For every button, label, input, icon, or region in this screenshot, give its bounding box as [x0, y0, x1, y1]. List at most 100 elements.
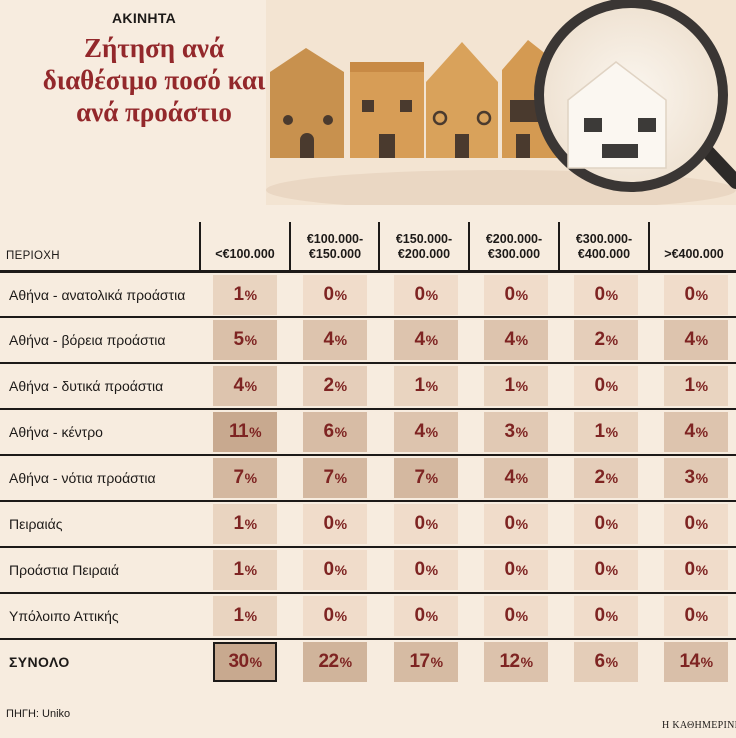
- cell-unit: %: [244, 562, 257, 578]
- house-1: [270, 48, 344, 158]
- cell-unit: %: [425, 516, 438, 532]
- cell-value: 3: [684, 467, 695, 488]
- cell-value: 5: [233, 329, 244, 350]
- cell-value: 7: [323, 467, 334, 488]
- cell-value: 4: [414, 421, 425, 442]
- cell-unit: %: [605, 608, 618, 624]
- heatmap-cell: 4%: [303, 320, 367, 360]
- heatmap-cell: 1%: [484, 366, 548, 406]
- heatmap-cell: 0%: [484, 504, 548, 544]
- table-row: Αθήνα - ανατολικά προάστια 1% 0% 0% 0% 0% 0%: [0, 270, 736, 316]
- kicker: ΑΚΙΝΗΤΑ: [112, 10, 177, 26]
- heatmap-cell: 0%: [303, 504, 367, 544]
- cell-value: 6: [594, 651, 605, 672]
- cell-unit: %: [244, 378, 257, 394]
- table-row: Υπόλοιπο Αττικής 1% 0% 0% 0% 0% 0%: [0, 592, 736, 638]
- cell-value: 1: [233, 605, 244, 626]
- cell-value: 0: [594, 559, 605, 580]
- cell-value: 0: [414, 605, 425, 626]
- table-row: Αθήνα - νότια προάστια 7% 7% 7% 4% 2% 3%: [0, 454, 736, 500]
- cell-unit: %: [430, 654, 443, 670]
- heatmap-cell: 0%: [574, 596, 638, 636]
- table-row: Αθήνα - δυτικά προάστια 4% 2% 1% 1% 0% 1%: [0, 362, 736, 408]
- cell-value: 0: [684, 605, 695, 626]
- cell-unit: %: [334, 470, 347, 486]
- row-label: Υπόλοιπο Αττικής: [9, 608, 119, 624]
- house-3: [426, 42, 498, 158]
- divider: [378, 222, 380, 270]
- cell-unit: %: [334, 332, 347, 348]
- heatmap-cell: 3%: [664, 458, 728, 498]
- table-body: Αθήνα - ανατολικά προάστια 1% 0% 0% 0% 0% 0% Αθ…: [0, 270, 736, 684]
- table-row: Αθήνα - κέντρο 11% 6% 4% 3% 1% 4%: [0, 408, 736, 454]
- heatmap-cell: 0%: [664, 550, 728, 590]
- heatmap-cell: 0%: [303, 550, 367, 590]
- heatmap-cell: 0%: [664, 504, 728, 544]
- cell-unit: %: [425, 470, 438, 486]
- heatmap-cell: 7%: [303, 458, 367, 498]
- cell-value: 0: [684, 284, 695, 305]
- table-row: Προάστια Πειραιά 1% 0% 0% 0% 0% 0%: [0, 546, 736, 592]
- cell-value: 0: [594, 375, 605, 396]
- cell-value: 2: [323, 375, 334, 396]
- heatmap-cell: 14%: [664, 642, 728, 682]
- cell-unit: %: [515, 562, 528, 578]
- heatmap-cell: 1%: [394, 366, 458, 406]
- houses-magnifier-illustration: [266, 0, 736, 205]
- heatmap-cell: 7%: [394, 458, 458, 498]
- column-header: €150.000- €200.000: [395, 232, 453, 261]
- cell-unit: %: [515, 470, 528, 486]
- cell-value: 4: [414, 329, 425, 350]
- cell-unit: %: [515, 287, 528, 303]
- column-header: €300.000- €400.000: [575, 232, 633, 261]
- heatmap-cell: 0%: [574, 504, 638, 544]
- divider: [468, 222, 470, 270]
- cell-unit: %: [605, 654, 618, 670]
- cell-unit: %: [425, 424, 438, 440]
- heatmap-cell: 6%: [303, 412, 367, 452]
- heatmap-cell: 1%: [664, 366, 728, 406]
- heatmap-cell: 1%: [213, 504, 277, 544]
- cell-unit: %: [515, 332, 528, 348]
- cell-value: 11: [228, 421, 249, 442]
- cell-value: 7: [233, 467, 244, 488]
- heatmap-cell: 0%: [303, 596, 367, 636]
- heatmap-cell: 17%: [394, 642, 458, 682]
- cell-value: 4: [684, 421, 695, 442]
- cell-value: 3: [504, 421, 515, 442]
- heatmap-cell: 6%: [574, 642, 638, 682]
- heatmap-cell: 2%: [303, 366, 367, 406]
- cell-value: 0: [594, 605, 605, 626]
- heatmap-cell: 30%: [213, 642, 277, 682]
- cell-value: 12: [499, 651, 520, 672]
- cell-value: 4: [233, 375, 244, 396]
- cell-unit: %: [334, 424, 347, 440]
- cell-unit: %: [334, 608, 347, 624]
- table-row: Πειραιάς 1% 0% 0% 0% 0% 0%: [0, 500, 736, 546]
- heatmap-cell: 1%: [213, 596, 277, 636]
- cell-unit: %: [244, 287, 257, 303]
- cell-value: 1: [233, 284, 244, 305]
- heatmap-cell: 4%: [394, 320, 458, 360]
- cell-value: 0: [323, 284, 334, 305]
- heatmap-cell: 4%: [664, 320, 728, 360]
- chart-title: Ζήτηση ανά διαθέσιμο ποσό και ανά προάστ…: [42, 33, 266, 127]
- cell-value: 1: [504, 375, 515, 396]
- cell-unit: %: [605, 378, 618, 394]
- heatmap-cell: 0%: [394, 596, 458, 636]
- row-label: Αθήνα - κέντρο: [9, 424, 103, 440]
- cell-unit: %: [515, 424, 528, 440]
- cell-value: 30: [228, 651, 249, 672]
- heatmap-cell: 0%: [484, 596, 548, 636]
- heatmap-cell: 5%: [213, 320, 277, 360]
- heatmap-cell: 0%: [394, 550, 458, 590]
- heatmap-cell: 0%: [574, 366, 638, 406]
- divider: [289, 222, 291, 270]
- publisher-brand: Η ΚΑΘΗΜΕΡΙΝΗ: [662, 720, 736, 731]
- heatmap-cell: 7%: [213, 458, 277, 498]
- cell-value: 0: [594, 284, 605, 305]
- table-row: Αθήνα - βόρεια προάστια 5% 4% 4% 4% 2% 4%: [0, 316, 736, 362]
- row-label: ΣΥΝΟΛΟ: [9, 654, 70, 670]
- row-label: Προάστια Πειραιά: [9, 562, 119, 578]
- cell-value: 0: [504, 559, 515, 580]
